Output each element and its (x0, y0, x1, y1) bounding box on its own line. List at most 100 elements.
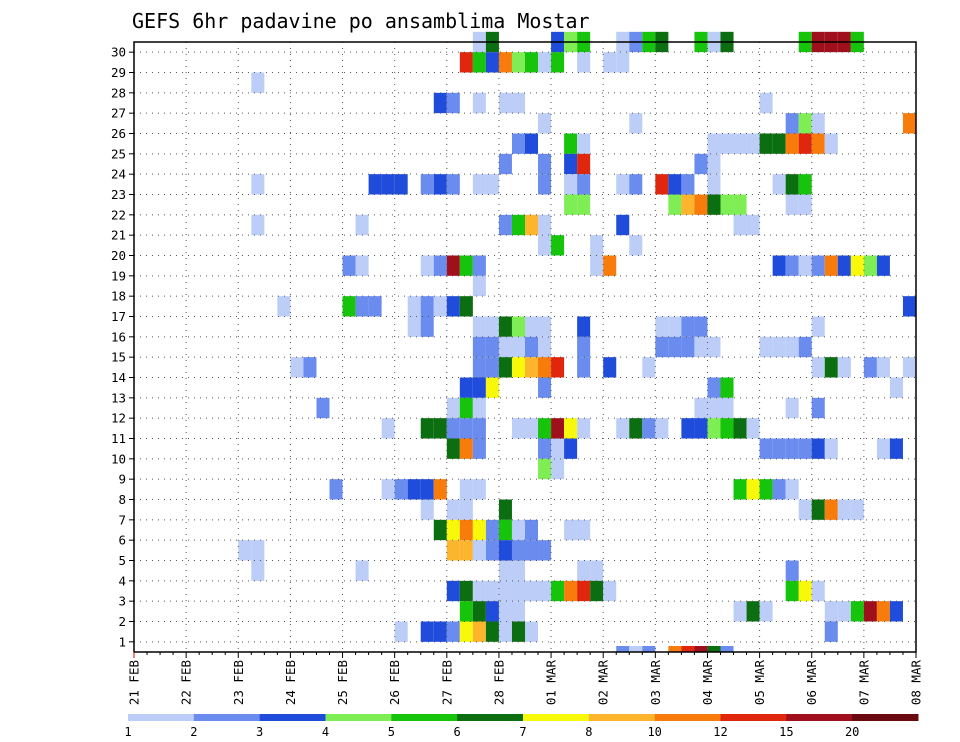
heatmap-cell (485, 580, 499, 602)
heatmap-cell (811, 438, 825, 459)
heatmap-cell (733, 418, 747, 439)
heatmap-cell (616, 52, 630, 73)
heatmap-cell (251, 174, 265, 195)
heatmap-cell (459, 377, 473, 398)
heatmap-cell (525, 316, 539, 337)
heatmap-cell (668, 336, 682, 358)
heatmap-cell (603, 580, 617, 602)
heatmap-cell (759, 438, 773, 459)
heatmap-cell (824, 438, 838, 459)
heatmap-cell (251, 72, 265, 93)
heatmap-cell (433, 255, 447, 276)
heatmap-cell (850, 601, 864, 622)
heatmap-cell (837, 357, 851, 378)
heatmap-cell (355, 296, 369, 317)
heatmap-cell (564, 519, 578, 541)
heatmap-cell (538, 52, 552, 73)
legend-swatch (193, 714, 261, 721)
heatmap-cell (433, 621, 447, 642)
x-tick-label: 28 FEB (491, 660, 506, 705)
heatmap-cell (538, 153, 552, 175)
heatmap-cell (720, 397, 734, 419)
x-axis: 21 FEB 22 FEB 23 FEB 24 FEB 25 FEB 26 FEB 27 F… (127, 652, 924, 705)
y-tick-label: 22 (111, 207, 126, 222)
heatmap-cell (811, 580, 825, 602)
heatmap-cell (668, 194, 682, 215)
heatmap-cell (446, 499, 460, 520)
heatmap-cell (525, 540, 539, 561)
heatmap-cell (381, 418, 395, 439)
heatmap-cell (785, 194, 799, 215)
heatmap-cell (863, 357, 877, 378)
legend-swatch (128, 714, 195, 721)
y-tick-label: 23 (111, 187, 126, 202)
legend-swatch (654, 714, 721, 721)
legend-label: 4 (322, 725, 329, 739)
heatmap-cell (498, 499, 512, 520)
heatmap-cell (511, 52, 525, 73)
heatmap-cell (876, 438, 890, 459)
y-tick-label: 9 (118, 472, 126, 487)
heatmap-cell (355, 214, 369, 236)
heatmap-cell (720, 133, 734, 154)
heatmap-cell (394, 479, 408, 500)
heatmap-cell (433, 296, 447, 317)
heatmap-cell (577, 316, 591, 337)
heatmap-cell (798, 133, 812, 154)
heatmap-cell (472, 377, 486, 398)
heatmap-cell (876, 357, 890, 378)
heatmap-cell (472, 601, 486, 622)
heatmap-cell (837, 601, 851, 622)
heatmap-cell (694, 194, 708, 215)
heatmap-cell (694, 336, 708, 358)
y-tick-label: 4 (118, 573, 126, 588)
heatmap-cell (446, 580, 460, 602)
heatmap-cell (785, 397, 799, 419)
heatmap-cell (538, 418, 552, 439)
heatmap-cell (564, 580, 578, 602)
heatmap-cell (485, 601, 499, 622)
heatmap-cell (446, 418, 460, 439)
heatmap-cell (551, 52, 565, 73)
heatmap-cell (564, 153, 578, 175)
heatmap-cell (433, 418, 447, 439)
heatmap-cell (798, 499, 812, 520)
heatmap-cell (538, 458, 552, 480)
heatmap-cell (485, 316, 499, 337)
heatmap-cell (694, 646, 708, 652)
heatmap-cell (381, 479, 395, 500)
heatmap-cell (511, 316, 525, 337)
heatmap-cell (459, 601, 473, 622)
heatmap-cell (590, 580, 604, 602)
heatmap-cell (538, 580, 552, 602)
heatmap-cell (420, 316, 434, 337)
x-tick-label: 01 MAR (544, 660, 559, 706)
x-tick-label: 06 MAR (804, 660, 819, 706)
heatmap-cell (368, 296, 382, 317)
heatmap-cell (720, 646, 734, 652)
heatmap-cell (525, 336, 539, 358)
heatmap-cell (902, 113, 916, 134)
heatmap-cell (811, 113, 825, 134)
heatmap-cell (733, 194, 747, 215)
heatmap-cell (498, 601, 512, 622)
heatmap-cell (785, 580, 799, 602)
heatmap-cell (785, 255, 799, 276)
heatmap-cell (733, 214, 747, 236)
legend-swatch (852, 714, 919, 721)
heatmap-cell (564, 438, 578, 459)
heatmap-cell (655, 336, 669, 358)
heatmap-cell (459, 52, 473, 73)
heatmap-cell (824, 255, 838, 276)
heatmap-cell (681, 646, 695, 652)
legend-swatch (720, 714, 787, 721)
heatmap-cell (629, 646, 643, 652)
heatmap-cell (577, 580, 591, 602)
legend-label: 1 (124, 725, 131, 739)
heatmap-cell (538, 438, 552, 459)
heatmap-cell (564, 418, 578, 439)
heatmap-cell (720, 194, 734, 215)
y-tick-label: 30 (111, 45, 126, 60)
x-tick-label: 05 MAR (752, 660, 767, 706)
y-tick-label: 10 (111, 451, 126, 466)
